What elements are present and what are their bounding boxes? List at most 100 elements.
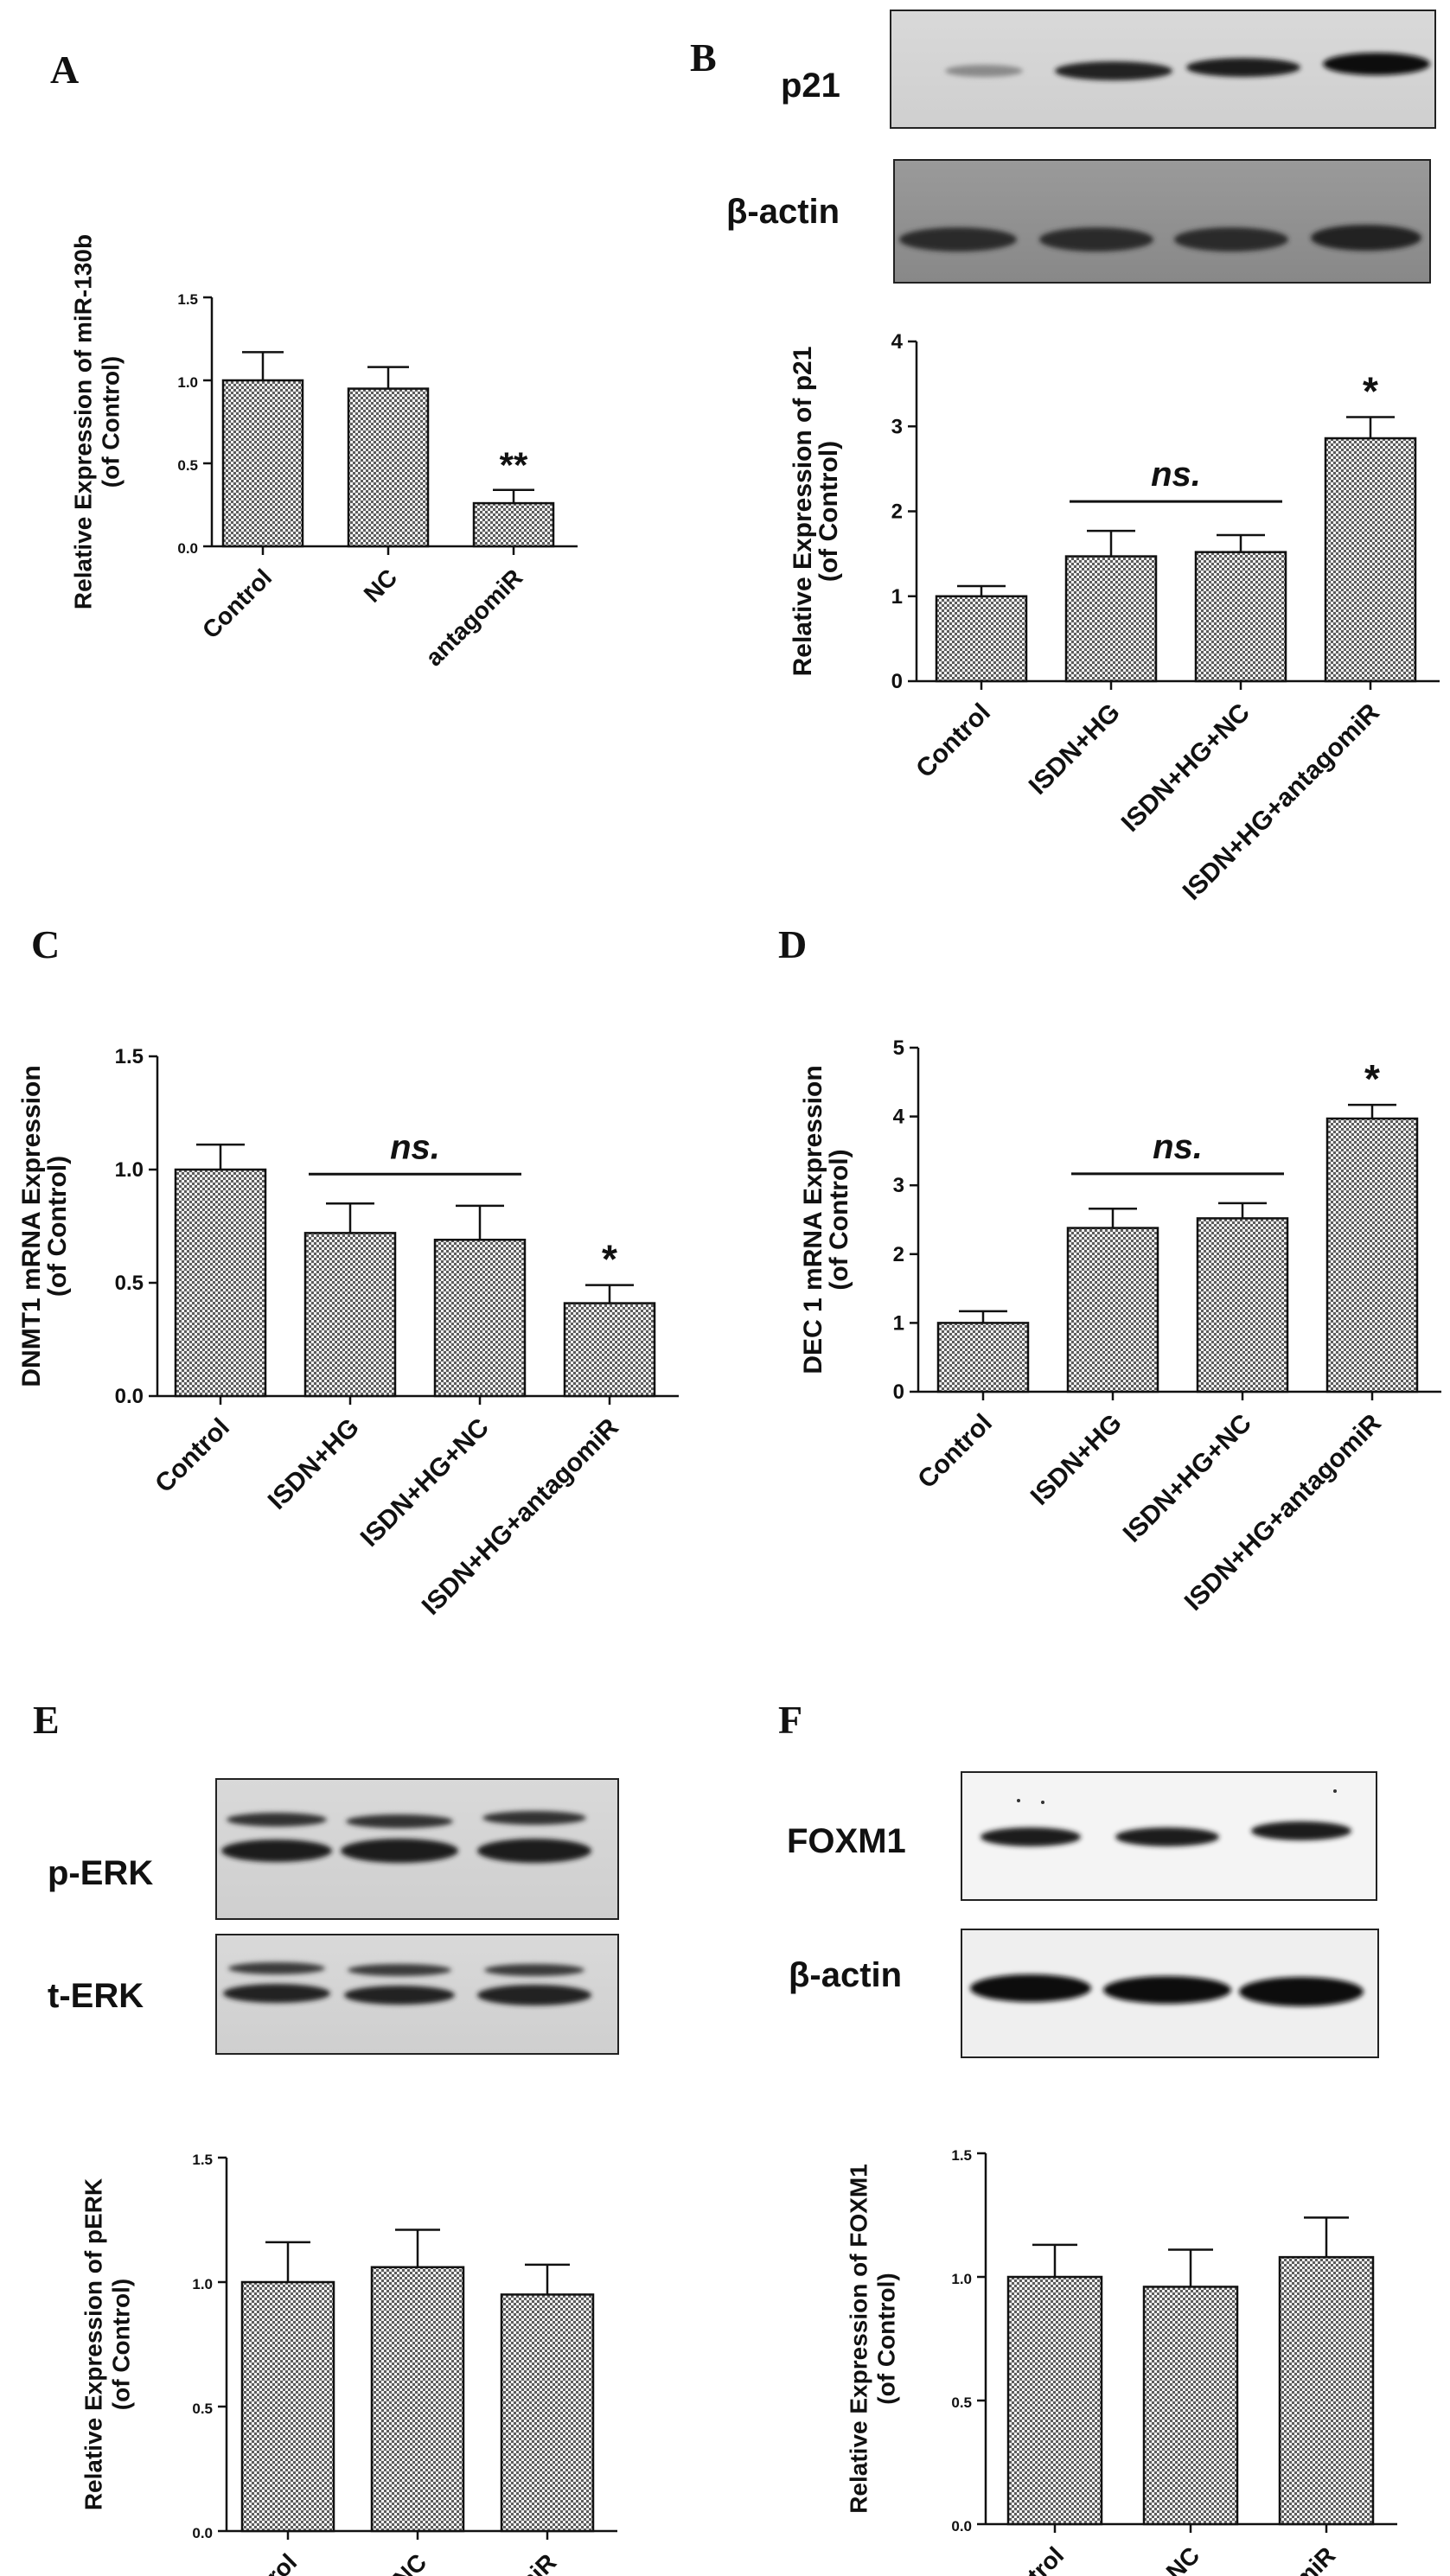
chart-f: 0.0 0.5 1.0 1.5 Relative Expression of FOXM1… xyxy=(845,2147,1397,2576)
y-axis-label-e: Relative Expression of pERK xyxy=(80,2178,106,2510)
y-axis-label-f: Relative Expression of FOXM1 xyxy=(845,2164,872,2514)
category-label-c: ISDN+HG+NC xyxy=(355,1413,495,1553)
y-tick-label-f: 0.5 xyxy=(951,2394,972,2411)
y-tick-label-b: 0 xyxy=(891,670,903,693)
y-tick-label-e: 0.5 xyxy=(192,2401,213,2417)
bar-b xyxy=(935,595,1028,683)
bar-e xyxy=(500,2293,595,2533)
y-tick-label-d: 1 xyxy=(893,1311,904,1335)
y-tick-label-e: 1.5 xyxy=(192,2152,213,2168)
y-axis-label-c: (of Control) xyxy=(43,1156,72,1297)
category-label-d: ISDN+HG xyxy=(1025,1409,1127,1511)
blot-label-f-actin: β-actin xyxy=(789,1956,902,1994)
blot-b-actin xyxy=(893,159,1431,284)
category-label-a: antagomiR xyxy=(420,564,527,671)
y-tick-label-d: 5 xyxy=(893,1036,904,1060)
y-axis-label-b: (of Control) xyxy=(814,441,843,582)
y-tick-label-a: 1.5 xyxy=(177,291,198,308)
blot-label-p21: p21 xyxy=(781,67,840,105)
chart-a: 0.0 0.5 1.0 1.5 Relative Expression of miR-1… xyxy=(69,234,578,672)
bar-d xyxy=(1196,1217,1289,1393)
bar-f xyxy=(1278,2255,1375,2526)
bar-b xyxy=(1194,551,1287,683)
bar-a xyxy=(347,387,430,548)
bar-d xyxy=(936,1322,1030,1393)
bar-d xyxy=(1325,1117,1419,1393)
y-axis-label-a: Relative Expression of miR-130b xyxy=(69,234,96,609)
bar-f xyxy=(1006,2275,1103,2526)
bar-e xyxy=(370,2266,465,2533)
panel-letter-d: D xyxy=(778,922,807,966)
y-axis-label-d: DEC 1 mRNA Expression xyxy=(799,1065,827,1374)
panel-letter-c: C xyxy=(31,922,60,966)
category-label-e: NC xyxy=(388,2548,432,2576)
blot-label-b-actin: β-actin xyxy=(726,193,840,231)
y-axis-label-e: (of Control) xyxy=(107,2279,134,2410)
significance-marker-d: * xyxy=(1364,1056,1380,1101)
blot-b-p21 xyxy=(890,10,1436,129)
y-tick-label-b: 2 xyxy=(891,501,903,524)
y-axis-label-b: Relative Expression of p21 xyxy=(789,347,817,677)
bar-c xyxy=(174,1168,267,1398)
chart-c: 0.0 0.5 1.0 1.5 DNMT1 mRNA Expression(of Con… xyxy=(17,1045,679,1621)
y-tick-label-f: 1.0 xyxy=(951,2271,972,2287)
significance-marker-a: ** xyxy=(500,445,528,486)
y-tick-label-d: 3 xyxy=(893,1174,904,1197)
category-label-b: Control xyxy=(910,698,996,784)
significance-marker-c: * xyxy=(602,1237,617,1282)
bar-f xyxy=(1142,2286,1239,2526)
bar-a xyxy=(221,379,304,548)
y-axis-label-c: DNMT1 mRNA Expression xyxy=(17,1065,46,1387)
category-label-f: Control xyxy=(989,2541,1069,2576)
y-tick-label-c: 1.0 xyxy=(115,1158,144,1182)
category-label-b: ISDN+HG xyxy=(1024,698,1126,800)
category-label-d: Control xyxy=(912,1409,998,1495)
y-tick-label-c: 0.5 xyxy=(115,1272,144,1295)
category-label-c: ISDN+HG xyxy=(263,1413,365,1515)
panel-letter-e: E xyxy=(33,1698,60,1742)
y-tick-label-d: 4 xyxy=(893,1106,905,1129)
panel-letter-f: F xyxy=(778,1698,802,1742)
y-axis-label-f: (of Control) xyxy=(872,2273,899,2404)
ns-label-c: ns. xyxy=(390,1128,440,1166)
y-tick-label-f: 1.5 xyxy=(951,2147,972,2164)
y-axis-label-d: (of Control) xyxy=(825,1149,853,1290)
blot-f-actin xyxy=(961,1929,1379,2058)
y-tick-label-a: 0.5 xyxy=(177,457,198,474)
ns-label-b: ns. xyxy=(1151,456,1201,494)
category-label-e: Control xyxy=(222,2548,302,2576)
category-label-f: antagomiR xyxy=(1233,2541,1340,2576)
category-label-a: Control xyxy=(197,564,277,643)
blot-f-foxm1 xyxy=(961,1771,1377,1901)
chart-e: 0.0 0.5 1.0 1.5 Relative Expression of pERK(… xyxy=(80,2152,617,2576)
bar-a xyxy=(472,501,555,548)
category-label-d: ISDN+HG+NC xyxy=(1118,1409,1257,1548)
bar-b xyxy=(1324,437,1417,683)
bar-d xyxy=(1066,1227,1159,1393)
y-tick-label-a: 0.0 xyxy=(177,540,198,557)
blot-label-foxm1: FOXM1 xyxy=(787,1822,906,1860)
chart-b: 0 1 2 3 4 Relative Expression of p21(of Contr… xyxy=(789,330,1440,906)
y-tick-label-b: 3 xyxy=(891,415,903,438)
chart-d: 0 1 2 3 4 5 DEC 1 mRNA Expression(of Control) C… xyxy=(799,1036,1441,1616)
significance-marker-b: * xyxy=(1363,368,1378,413)
bar-b xyxy=(1064,555,1158,683)
blot-label-perk: p-ERK xyxy=(48,1854,153,1892)
bar-c xyxy=(563,1302,656,1398)
category-label-a: NC xyxy=(359,564,403,608)
blot-e-terk xyxy=(215,1934,619,2055)
y-tick-label-d: 0 xyxy=(893,1380,904,1404)
bar-c xyxy=(303,1232,397,1398)
y-tick-label-b: 4 xyxy=(891,330,904,354)
y-tick-label-a: 1.0 xyxy=(177,374,198,391)
y-axis-label-a: (of Control) xyxy=(97,356,124,488)
y-tick-label-e: 0.0 xyxy=(192,2525,213,2541)
ns-label-d: ns. xyxy=(1153,1128,1203,1166)
y-tick-label-c: 0.0 xyxy=(115,1385,144,1408)
panel-letter-b: B xyxy=(690,35,717,80)
blot-e-perk xyxy=(215,1778,619,1920)
y-tick-label-d: 2 xyxy=(893,1243,904,1266)
charts-layer: 0.0 0.5 1.0 1.5 Relative Expression of miR-1… xyxy=(17,234,1441,2576)
category-label-b: ISDN+HG+NC xyxy=(1116,698,1255,838)
